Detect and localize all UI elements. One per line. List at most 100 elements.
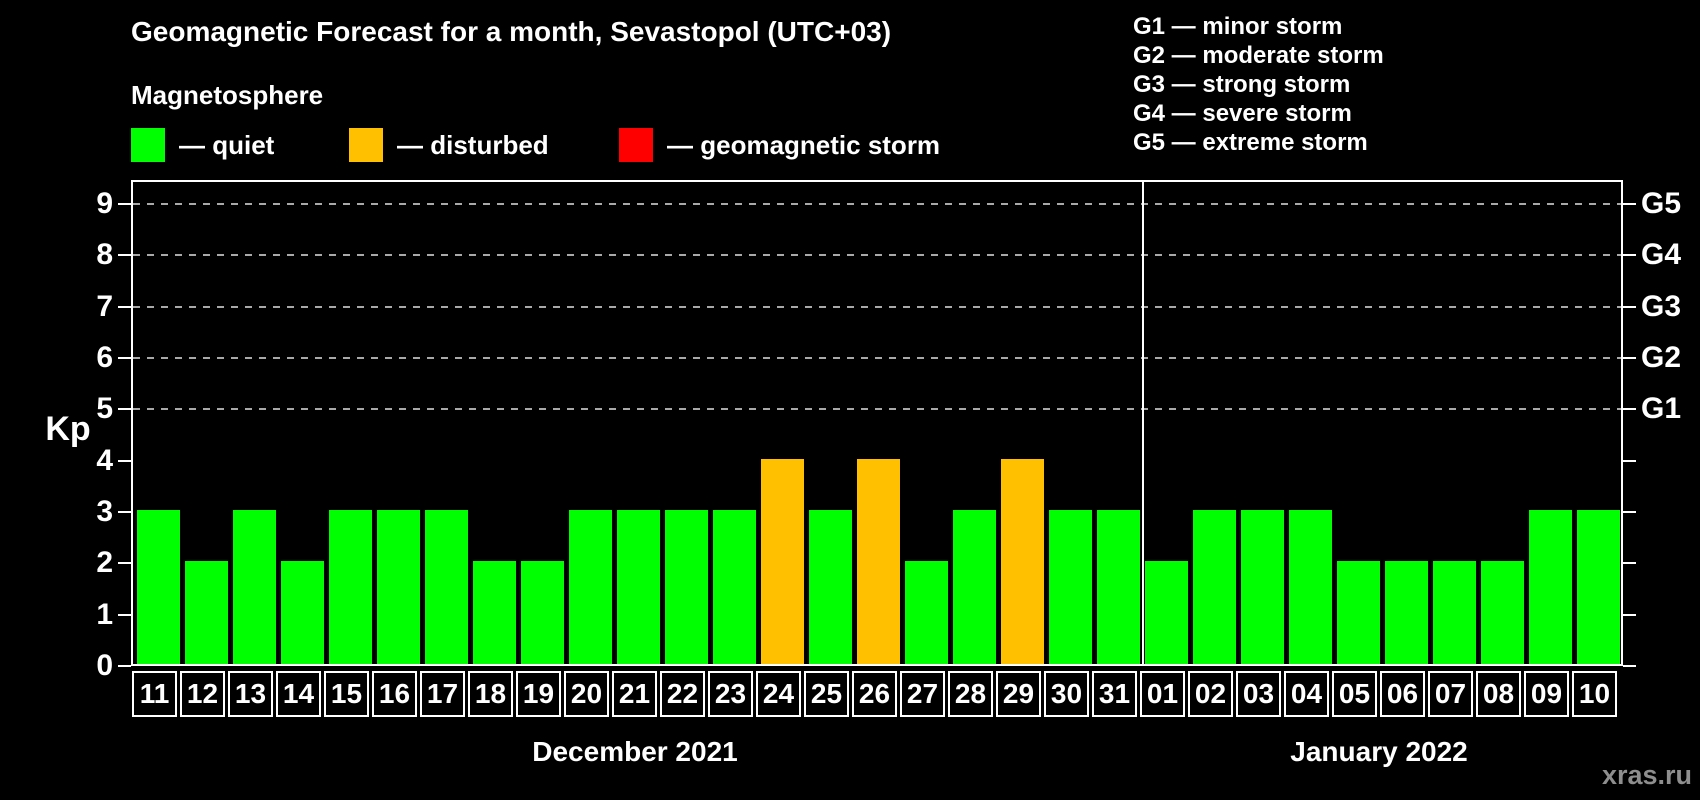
y-axis-tick-right — [1623, 562, 1636, 565]
legend-item-disturbed: — disturbed — [349, 128, 549, 162]
y-axis-tick-right — [1623, 408, 1636, 411]
day-label: 29 — [996, 671, 1041, 717]
day-label: 28 — [948, 671, 993, 717]
chart-title: Geomagnetic Forecast for a month, Sevast… — [131, 16, 892, 47]
kp-bar-day-02 — [1193, 510, 1236, 664]
legend-label: — disturbed — [397, 129, 549, 160]
day-label: 31 — [1092, 671, 1137, 717]
month-label: January 2022 — [1290, 736, 1468, 767]
day-label: 10 — [1572, 671, 1617, 717]
quiet-color-swatch — [131, 128, 165, 162]
y-tick-label: 3 — [96, 495, 113, 528]
y-axis-tick — [118, 305, 131, 308]
day-label: 18 — [468, 671, 513, 717]
kp-bar-day-12 — [185, 561, 228, 664]
y-axis-tick-right — [1623, 613, 1636, 616]
month-label: December 2021 — [532, 736, 738, 767]
kp-bar-day-08 — [1481, 561, 1524, 664]
day-label: 11 — [132, 671, 177, 717]
kp-bar-day-17 — [425, 510, 468, 664]
kp-bar-day-18 — [473, 561, 516, 664]
kp-bar-day-21 — [617, 510, 660, 664]
kp-bar-day-01 — [1145, 561, 1188, 664]
g-level-label: G3 — [1641, 289, 1682, 323]
storm-color-swatch — [619, 128, 653, 162]
y-axis-tick-right — [1623, 511, 1636, 513]
gridline-kp7 — [133, 305, 1621, 308]
day-label: 13 — [228, 671, 273, 717]
y-tick-label: 4 — [96, 443, 113, 477]
day-label: 05 — [1332, 671, 1377, 717]
kp-bar-day-15 — [329, 510, 372, 664]
day-label: 27 — [900, 671, 945, 717]
day-label: 20 — [564, 671, 609, 717]
day-label: 07 — [1428, 671, 1473, 717]
kp-bar-day-22 — [665, 510, 708, 664]
kp-bar-day-10 — [1577, 510, 1620, 664]
day-label: 24 — [756, 671, 801, 717]
kp-bar-day-07 — [1433, 561, 1476, 664]
g-legend-line: G5 — extreme storm — [1133, 129, 1368, 156]
day-label: 03 — [1236, 671, 1281, 717]
g-scale-legend: G1 — minor storm G2 — moderate storm G3 … — [1133, 12, 1384, 157]
g-level-label: G1 — [1641, 392, 1682, 426]
kp-bar-day-06 — [1385, 561, 1428, 664]
y-axis-tick-right — [1623, 254, 1636, 257]
day-label: 15 — [324, 671, 369, 717]
y-axis-tick-right — [1623, 203, 1636, 205]
day-axis: 11 12 13 14 15 16 17 18 19 20 21 22 23 24 25 26 27 28 29 30… — [131, 671, 1623, 717]
day-label: 22 — [660, 671, 705, 717]
day-label: 09 — [1524, 671, 1569, 717]
y-axis-tick-right — [1623, 305, 1636, 308]
g-legend-line: G3 — strong storm — [1133, 71, 1351, 98]
day-label: 21 — [612, 671, 657, 717]
kp-bar-day-11 — [137, 510, 180, 664]
kp-bar-day-03 — [1241, 510, 1284, 664]
g-level-label: G5 — [1641, 187, 1682, 220]
kp-bar-day-27 — [905, 561, 948, 664]
y-tick-label: 6 — [96, 341, 113, 374]
y-axis-tick — [118, 408, 131, 411]
legend-item-storm: — geomagnetic storm — [619, 128, 940, 162]
month-divider — [1142, 182, 1144, 664]
plot-area: Kp 0 1 2 3 4 5 6 7 8 9 G1 G2 G3 G4 G5 — [45, 180, 1681, 682]
day-label: 08 — [1476, 671, 1521, 717]
kp-bar-day-19 — [521, 561, 564, 664]
y-tick-label: 1 — [96, 597, 113, 631]
gridline-kp6 — [133, 357, 1621, 359]
kp-bar-day-23 — [713, 510, 756, 664]
kp-bar-day-14 — [281, 561, 324, 664]
kp-bar-day-09 — [1529, 510, 1572, 664]
kp-bar-day-29 — [1001, 458, 1044, 664]
g-legend-line: G4 — severe storm — [1133, 100, 1352, 127]
g-legend-line: G2 — moderate storm — [1133, 42, 1384, 69]
legend-label: — geomagnetic storm — [667, 129, 941, 160]
day-label: 25 — [804, 671, 849, 717]
y-axis-tick — [118, 254, 131, 257]
y-tick-label: 2 — [96, 546, 113, 580]
y-tick-label: 9 — [96, 187, 113, 220]
day-label: 04 — [1284, 671, 1329, 717]
day-label: 16 — [372, 671, 417, 717]
y-axis-title: Kp — [45, 410, 91, 448]
day-label: 30 — [1044, 671, 1089, 717]
g-legend-line: G1 — minor storm — [1133, 13, 1343, 40]
y-axis-tick — [118, 665, 131, 667]
legend-label: — quiet — [179, 129, 275, 160]
kp-bar-day-30 — [1049, 510, 1092, 664]
day-label: 06 — [1380, 671, 1425, 717]
day-label: 02 — [1188, 671, 1233, 717]
kp-bar-day-28 — [953, 510, 996, 664]
kp-bar-day-26 — [857, 458, 900, 664]
y-axis-tick — [118, 459, 131, 462]
day-label: 14 — [276, 671, 321, 717]
y-tick-label: 5 — [96, 392, 113, 426]
gridline-kp8 — [133, 254, 1621, 257]
gridline-kp5 — [133, 408, 1621, 411]
kp-bar-day-20 — [569, 510, 612, 664]
day-label: 19 — [516, 671, 561, 717]
y-axis-tick-right — [1623, 665, 1636, 667]
chart-subtitle: Magnetosphere — [131, 80, 324, 110]
legend-item-quiet: — quiet — [131, 128, 274, 162]
kp-bar-day-05 — [1337, 561, 1380, 664]
